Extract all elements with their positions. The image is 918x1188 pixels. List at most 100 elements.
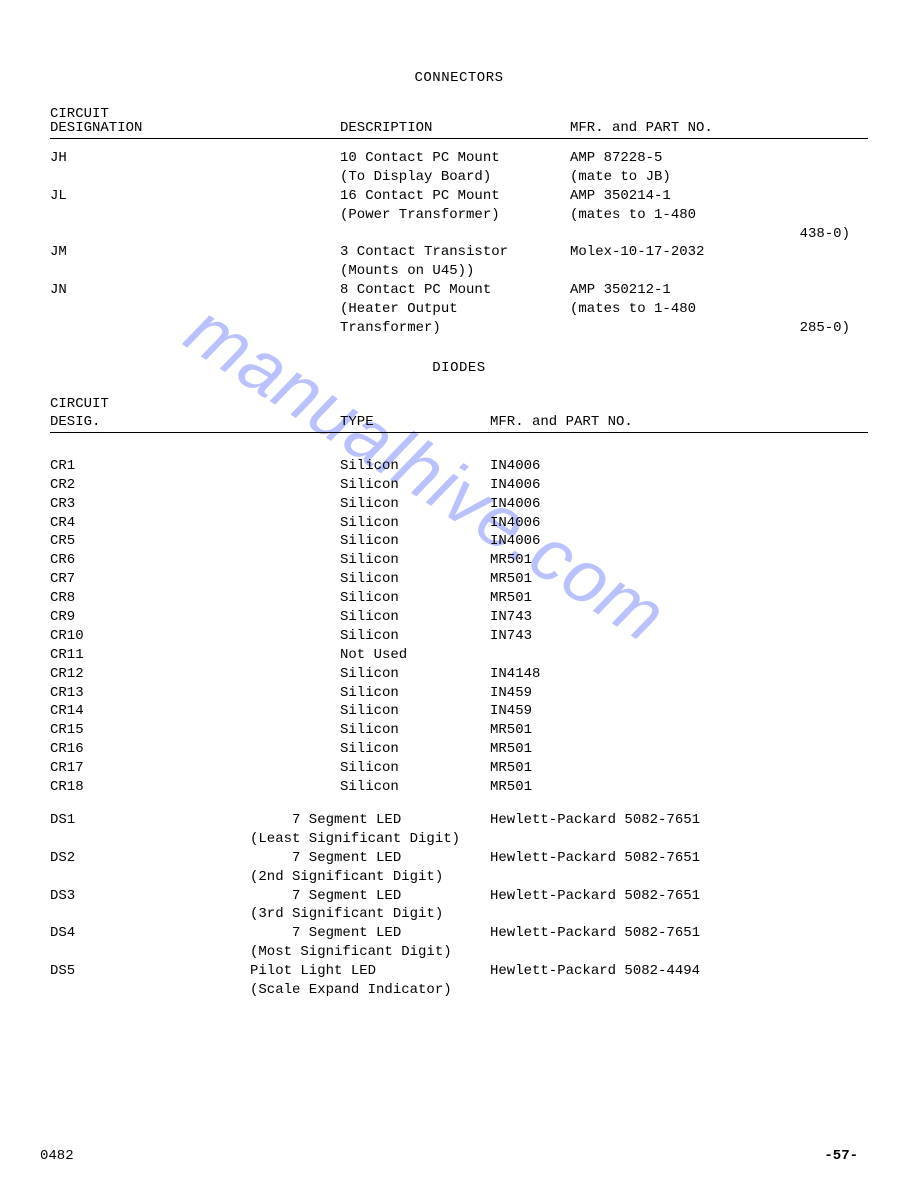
cell-designation xyxy=(50,868,250,887)
cell-designation: CR12 xyxy=(50,665,340,684)
cell-type: Silicon xyxy=(340,608,490,627)
footer-page-number: -57- xyxy=(824,1148,858,1164)
table-row: CR13SiliconIN459 xyxy=(50,684,868,703)
cell-designation: CR16 xyxy=(50,740,340,759)
table-row: JN8 Contact PC MountAMP 350212-1 xyxy=(50,281,868,300)
cell-description: Transformer) xyxy=(340,319,570,338)
cell-type: Silicon xyxy=(340,778,490,797)
footer-left-code: 0482 xyxy=(40,1148,74,1164)
cell-designation: CR18 xyxy=(50,778,340,797)
cell-type: Silicon xyxy=(340,627,490,646)
table-row: (To Display Board)(mate to JB) xyxy=(50,168,868,187)
cell-type: Silicon xyxy=(340,514,490,533)
table-row: DS1 7 Segment LEDHewlett-Packard 5082-76… xyxy=(50,811,868,830)
cell-description: 7 Segment LED xyxy=(250,887,490,906)
cell-mfr: Molex-10-17-2032 xyxy=(570,243,868,262)
ds-table-body: DS1 7 Segment LEDHewlett-Packard 5082-76… xyxy=(50,811,868,1000)
cell-mfr: Hewlett-Packard 5082-7651 xyxy=(490,924,868,943)
cell-description: 10 Contact PC Mount xyxy=(340,149,570,168)
table-row: Transformer)285-0) xyxy=(50,319,868,338)
cell-type: Silicon xyxy=(340,476,490,495)
cell-mfr: IN4006 xyxy=(490,495,868,514)
cell-designation xyxy=(50,225,340,244)
table-row: (Scale Expand Indicator) xyxy=(50,981,868,1000)
table-row: CR12SiliconIN4148 xyxy=(50,665,868,684)
cell-designation: JH xyxy=(50,149,340,168)
col-header-dmfr: MFR. and PART NO. xyxy=(490,414,868,430)
page-content: CONNECTORS CIRCUIT DESIGNATION DESCRIPTI… xyxy=(50,70,868,1000)
connectors-table-body: JH10 Contact PC MountAMP 87228-5(To Disp… xyxy=(50,149,868,338)
cell-description: Pilot Light LED xyxy=(250,962,490,981)
cell-mfr: MR501 xyxy=(490,721,868,740)
cell-description: (Heater Output xyxy=(340,300,570,319)
cell-mfr: (mates to 1-480 xyxy=(570,206,868,225)
cell-mfr: MR501 xyxy=(490,589,868,608)
table-row: CR7SiliconMR501 xyxy=(50,570,868,589)
cell-type: Silicon xyxy=(340,759,490,778)
cell-designation: CR1 xyxy=(50,457,340,476)
connectors-header-row: DESIGNATION DESCRIPTION MFR. and PART NO… xyxy=(50,120,868,139)
cell-designation xyxy=(50,830,250,849)
cell-type: Silicon xyxy=(340,721,490,740)
cell-description: (Mounts on U45)) xyxy=(340,262,570,281)
cell-designation: DS3 xyxy=(50,887,250,906)
cell-designation: DS5 xyxy=(50,962,250,981)
cell-description: 8 Contact PC Mount xyxy=(340,281,570,300)
table-row: CR6SiliconMR501 xyxy=(50,551,868,570)
cell-mfr: MR501 xyxy=(490,778,868,797)
cell-mfr: Hewlett-Packard 5082-4494 xyxy=(490,962,868,981)
cell-designation: CR7 xyxy=(50,570,340,589)
table-row: DS2 7 Segment LEDHewlett-Packard 5082-76… xyxy=(50,849,868,868)
table-row: CR18SiliconMR501 xyxy=(50,778,868,797)
cell-description: (Power Transformer) xyxy=(340,206,570,225)
cell-designation: CR11 xyxy=(50,646,340,665)
cell-mfr: Hewlett-Packard 5082-7651 xyxy=(490,811,868,830)
table-row: CR4SiliconIN4006 xyxy=(50,514,868,533)
cell-designation xyxy=(50,905,250,924)
cell-type: Not Used xyxy=(340,646,490,665)
cell-designation: JL xyxy=(50,187,340,206)
diodes-header-row: DESIG. TYPE MFR. and PART NO. xyxy=(50,414,868,433)
cell-description-sub: (3rd Significant Digit) xyxy=(250,905,490,924)
page-footer: 0482 -57- xyxy=(40,1148,858,1164)
table-row: CR3SiliconIN4006 xyxy=(50,495,868,514)
cell-mfr: MR501 xyxy=(490,570,868,589)
cell-designation: CR4 xyxy=(50,514,340,533)
table-row: CR11Not Used xyxy=(50,646,868,665)
cell-mfr xyxy=(570,262,868,281)
table-row: CR10SiliconIN743 xyxy=(50,627,868,646)
cell-description: 7 Segment LED xyxy=(250,924,490,943)
cell-designation xyxy=(50,206,340,225)
cell-designation: CR9 xyxy=(50,608,340,627)
cell-designation: DS4 xyxy=(50,924,250,943)
cell-mfr: 438-0) xyxy=(570,225,868,244)
col-header-mfr: MFR. and PART NO. xyxy=(570,120,868,136)
table-row: JL16 Contact PC Mount AMP 350214-1 xyxy=(50,187,868,206)
cell-mfr: IN4006 xyxy=(490,476,868,495)
cell-mfr: (mate to JB) xyxy=(570,168,868,187)
cell-designation: CR6 xyxy=(50,551,340,570)
table-row: DS5Pilot Light LEDHewlett-Packard 5082-4… xyxy=(50,962,868,981)
cell-designation: CR10 xyxy=(50,627,340,646)
cell-description: (To Display Board) xyxy=(340,168,570,187)
col-header-desig: DESIG. xyxy=(50,414,340,430)
cell-mfr: MR501 xyxy=(490,551,868,570)
table-row: 438-0) xyxy=(50,225,868,244)
cell-mfr: MR501 xyxy=(490,759,868,778)
cell-designation: DS1 xyxy=(50,811,250,830)
cell-designation: CR14 xyxy=(50,702,340,721)
cell-designation xyxy=(50,300,340,319)
cell-type: Silicon xyxy=(340,570,490,589)
cell-type: Silicon xyxy=(340,495,490,514)
cell-mfr xyxy=(490,646,868,665)
table-row: (Power Transformer)(mates to 1-480 xyxy=(50,206,868,225)
cell-designation xyxy=(50,262,340,281)
cell-designation: CR13 xyxy=(50,684,340,703)
table-row: (Heater Output(mates to 1-480 xyxy=(50,300,868,319)
cell-description: 7 Segment LED xyxy=(250,811,490,830)
cell-designation: JN xyxy=(50,281,340,300)
cell-description xyxy=(340,225,570,244)
table-row: (Least Significant Digit) xyxy=(50,830,868,849)
cell-mfr: 285-0) xyxy=(570,319,868,338)
cell-mfr: IN459 xyxy=(490,702,868,721)
